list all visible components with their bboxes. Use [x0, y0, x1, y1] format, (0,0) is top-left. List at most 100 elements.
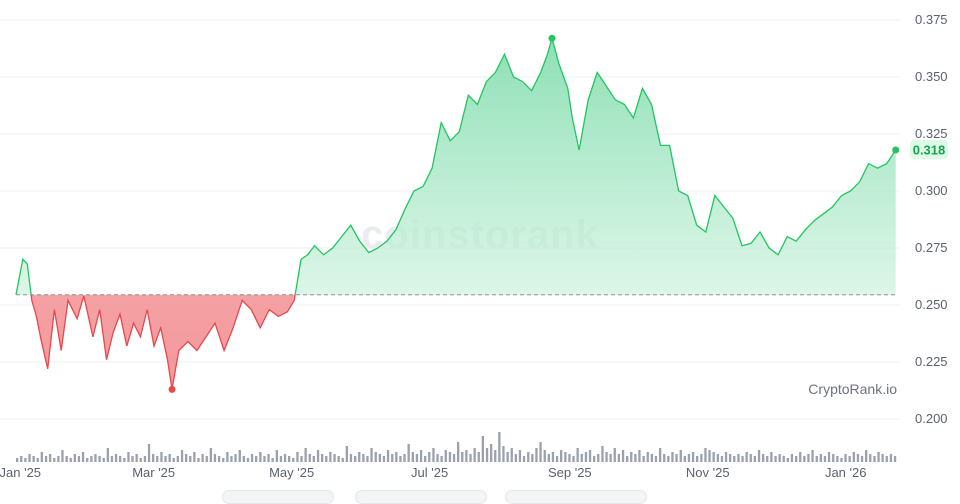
volume-bar — [135, 454, 138, 462]
volume-bar — [90, 456, 93, 462]
volume-bar — [391, 454, 394, 462]
volume-bar — [20, 456, 23, 462]
volume-bar — [481, 436, 484, 462]
volume-bar — [716, 454, 719, 462]
volume-bar — [774, 456, 777, 462]
volume-bar — [156, 456, 159, 462]
volume-bar — [889, 454, 893, 462]
volume-bar — [222, 458, 225, 462]
y-tick-label: 0.275 — [915, 240, 948, 255]
volume-bar — [205, 456, 208, 462]
brand-label: CryptoRank.io — [808, 381, 897, 397]
volume-bar — [840, 458, 843, 462]
y-tick-label: 0.350 — [915, 69, 948, 84]
volume-bar — [885, 456, 888, 462]
volume-bar — [403, 454, 406, 462]
range-selector-pill[interactable] — [355, 490, 487, 504]
volume-bar — [415, 454, 419, 462]
range-selector-pill[interactable] — [222, 490, 334, 504]
volume-bar — [823, 456, 827, 462]
volume-bar — [881, 454, 884, 462]
volume-bar — [69, 458, 72, 462]
volume-bar — [300, 456, 303, 462]
volume-bar — [494, 450, 497, 462]
volume-bar — [638, 450, 641, 462]
volume-bar — [465, 450, 468, 462]
volume-bar — [786, 458, 789, 462]
volume-bar — [757, 450, 761, 462]
volume-bar — [560, 450, 563, 462]
price-area — [15, 35, 898, 390]
volume-bar — [65, 456, 68, 462]
volume-bar — [386, 450, 390, 462]
volume-bar — [316, 450, 320, 462]
volume-bar — [741, 456, 744, 462]
volume-bar — [337, 456, 340, 462]
volume-bar — [102, 458, 105, 462]
volume-bar — [522, 456, 526, 462]
volume-bar — [811, 450, 814, 462]
volume-bar — [597, 454, 600, 462]
volume-bar — [81, 452, 85, 462]
volume-bar — [288, 456, 291, 462]
volume-bar — [613, 448, 616, 462]
volume-bar — [436, 454, 439, 462]
volume-bar — [329, 452, 332, 462]
volume-bar — [399, 456, 402, 462]
volume-bar — [675, 454, 678, 462]
volume-bar — [593, 456, 596, 462]
volume-bar — [461, 452, 464, 462]
volume-bar — [283, 454, 287, 462]
volume-bar — [687, 454, 691, 462]
volume-bar — [242, 456, 245, 462]
volume-bars — [16, 432, 897, 462]
volume-bar — [444, 450, 447, 462]
volume-bar — [671, 452, 674, 462]
volume-bar — [469, 454, 472, 462]
y-tick-label: 0.225 — [915, 354, 948, 369]
volume-bar — [527, 452, 530, 462]
volume-bar — [325, 456, 328, 462]
volume-bar — [778, 454, 781, 462]
volume-bar — [271, 458, 274, 462]
volume-bar — [44, 456, 48, 462]
volume-bar — [691, 452, 695, 462]
volume-bar — [803, 456, 806, 462]
volume-bar — [605, 452, 608, 462]
volume-bar — [663, 454, 666, 462]
volume-bar — [737, 454, 740, 462]
volume-bar — [73, 454, 76, 462]
volume-bar — [877, 452, 880, 462]
volume-bar — [250, 454, 254, 462]
volume-bar — [106, 448, 109, 462]
volume-bar — [580, 454, 583, 462]
volume-bar — [745, 452, 748, 462]
volume-bar — [510, 448, 513, 462]
volume-bar — [304, 448, 307, 462]
x-tick-label: May '25 — [269, 465, 314, 480]
volume-bar — [753, 456, 756, 462]
volume-bar — [28, 454, 31, 462]
volume-bar — [40, 452, 43, 462]
volume-bar — [267, 454, 270, 462]
volume-bar — [209, 448, 212, 462]
volume-bar — [498, 432, 501, 462]
volume-bar — [296, 452, 299, 462]
volume-bar — [766, 456, 769, 462]
volume-bar — [819, 454, 822, 462]
volume-bar — [358, 452, 361, 462]
volume-bar — [61, 450, 64, 462]
x-axis-ticks: Jan '25 Mar '25 May '25 Jul '25 Sep '25 Nov '… — [0, 465, 866, 480]
volume-bar — [176, 456, 179, 462]
range-selector-pill[interactable] — [505, 490, 647, 504]
volume-bar — [255, 456, 258, 462]
y-tick-label: 0.250 — [915, 297, 948, 312]
volume-bar — [201, 454, 204, 462]
y-tick-label: 0.375 — [915, 12, 948, 27]
volume-bar — [432, 448, 435, 462]
volume-bar — [518, 450, 522, 462]
volume-bar — [16, 458, 19, 462]
volume-bar — [539, 442, 542, 462]
